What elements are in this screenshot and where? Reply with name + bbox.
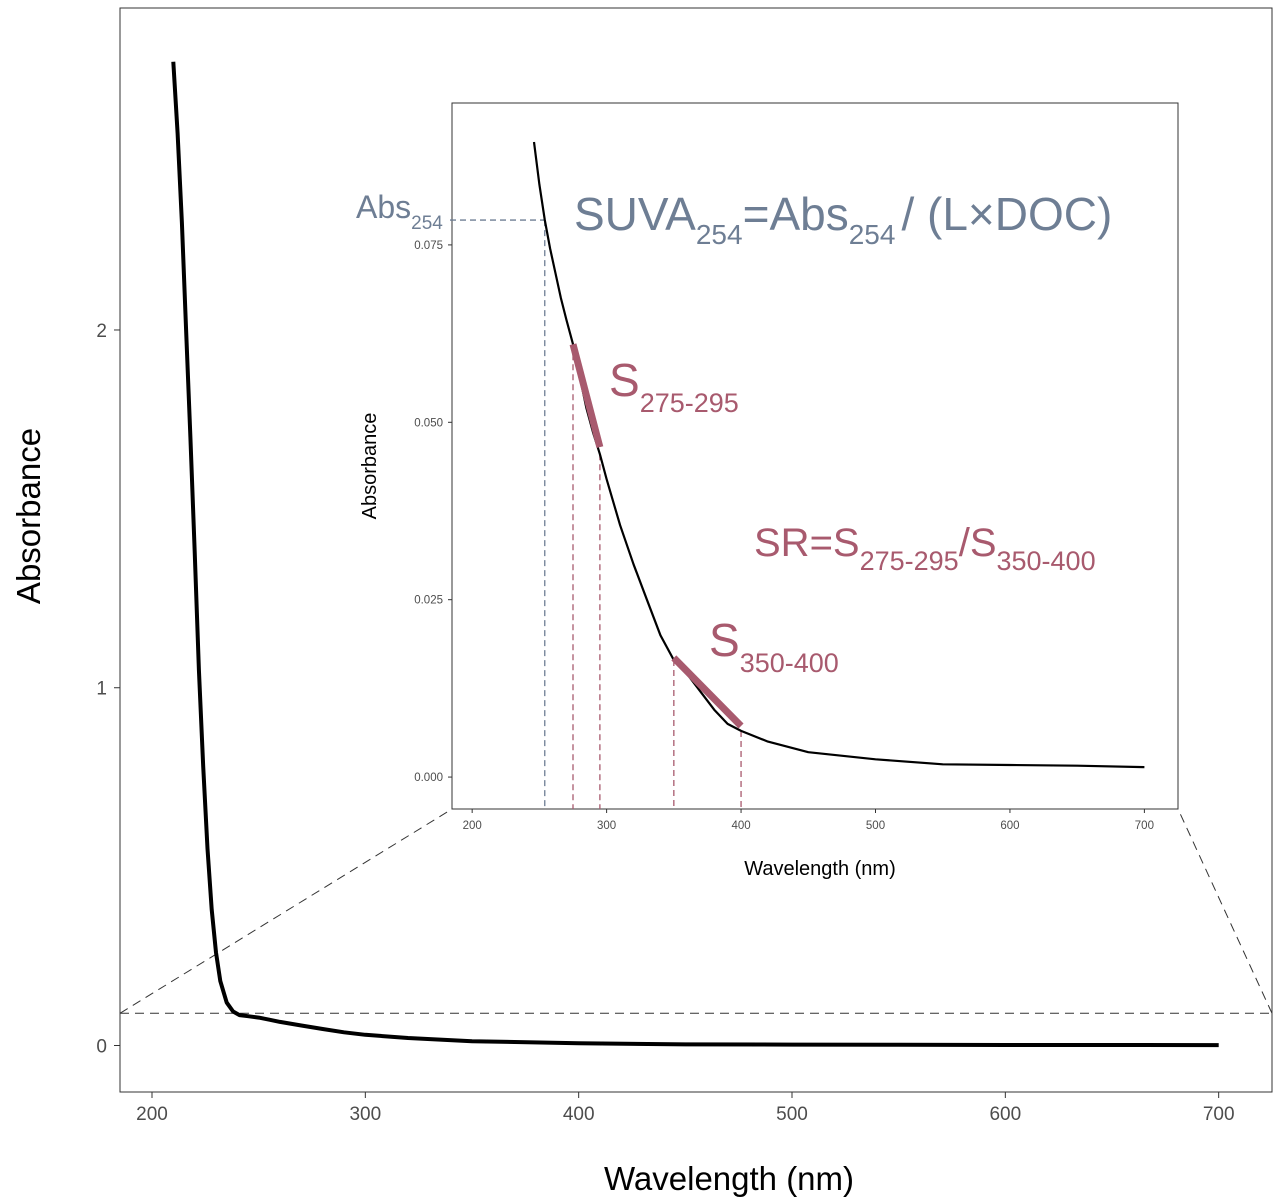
inset-x-tick-label: 300: [597, 820, 616, 832]
inset-slope-segments: [569, 343, 744, 729]
inset-x-axis: 200 300 400 500 600 700: [463, 809, 1154, 832]
main-y-axis-title: Absorbance: [10, 428, 47, 604]
inset-y-axis: 0.000 0.025 0.050 0.075: [414, 240, 452, 784]
main-x-tick-label: 600: [989, 1104, 1021, 1125]
main-x-tick-label: 200: [136, 1104, 168, 1125]
zoom-connector-right: [1177, 808, 1273, 1014]
zoom-connector-left: [119, 808, 453, 1014]
main-y-tick-label: 1: [96, 679, 107, 700]
inset-x-tick-label: 400: [731, 820, 750, 832]
inset-x-axis-title: Wavelength (nm): [744, 858, 896, 880]
inset-y-tick-label: 0.050: [414, 417, 443, 429]
main-x-tick-label: 400: [563, 1104, 595, 1125]
main-x-tick-label: 300: [349, 1104, 381, 1125]
main-y-tick-label: 2: [96, 321, 107, 342]
main-absorbance-line: [171, 61, 1219, 1048]
abs254-label: Abs254: [356, 189, 443, 234]
main-x-tick-label: 500: [776, 1104, 808, 1125]
segment-s275-295: [569, 343, 604, 449]
zoom-region-box: [119, 1012, 1273, 1093]
s350-400-label: S350-400: [709, 614, 839, 678]
sr-formula: SR=S275-295/S350-400: [754, 521, 1096, 576]
inset-x-tick-label: 200: [463, 820, 482, 832]
segment-s350-400: [671, 655, 744, 729]
main-y-tick-label: 0: [96, 1036, 107, 1057]
main-y-axis: 0 1 2: [96, 321, 120, 1057]
inset-y-tick-label: 0.025: [414, 595, 443, 607]
inset-y-axis-title: Absorbance: [359, 413, 381, 520]
inset-x-tick-label: 500: [866, 820, 885, 832]
inset-x-tick-label: 600: [1000, 820, 1019, 832]
inset-reference-lines: [450, 219, 742, 809]
inset-y-tick-label: 0.075: [414, 240, 443, 252]
inset-x-tick-label: 700: [1135, 820, 1154, 832]
inset-y-tick-label: 0.000: [414, 772, 443, 784]
main-x-axis: 200 300 400 500 600 700: [136, 1092, 1235, 1125]
main-x-tick-label: 700: [1203, 1104, 1235, 1125]
main-x-axis-title: Wavelength (nm): [604, 1160, 854, 1197]
inset-absorbance-line: [532, 141, 1145, 769]
inset-panel: 200 300 400 500 600 700 0.0000.0250.0500.075 …: [359, 102, 1179, 880]
s275-295-label: S275-295: [609, 354, 739, 418]
suva-formula: SUVA254=Abs254/ (L×DOC): [574, 188, 1112, 250]
